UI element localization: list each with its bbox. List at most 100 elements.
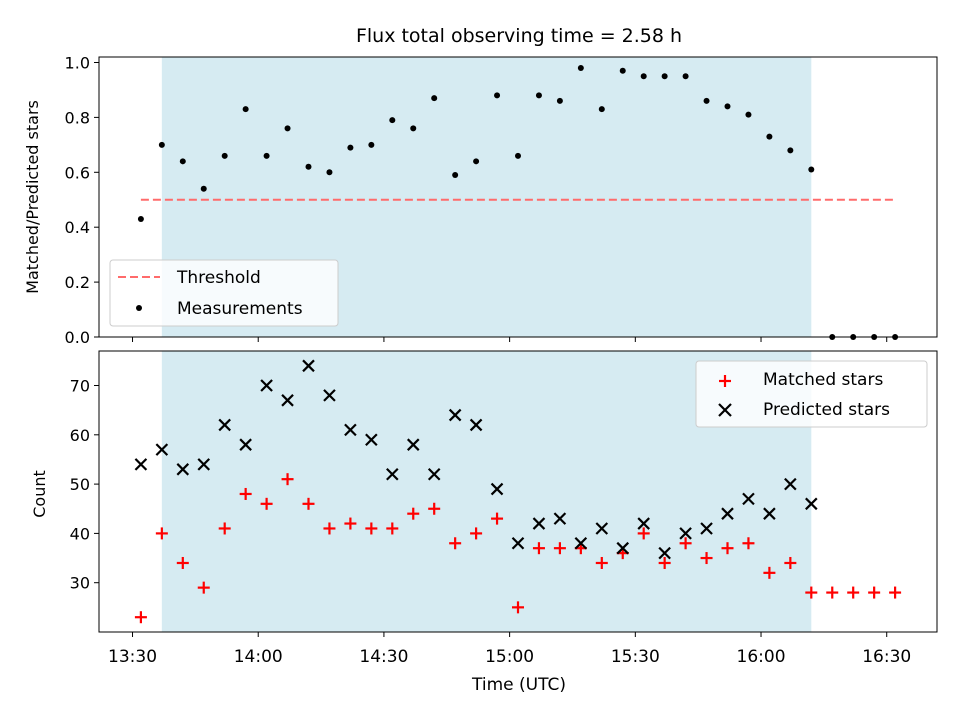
matched-star-point (176, 556, 189, 569)
measurement-point (452, 172, 459, 179)
top-y-tick-label: 0.4 (65, 218, 90, 237)
measurement-point (703, 97, 710, 104)
matched-star-point (155, 527, 168, 540)
top-y-tick-label: 1.0 (65, 53, 90, 72)
matched-star-point (826, 586, 839, 599)
bottom-axes-frame (98, 350, 938, 633)
predicted-star-point (721, 507, 734, 520)
matched-star-point (532, 542, 545, 555)
matched-star-point (449, 537, 462, 550)
measurement-point (515, 152, 521, 159)
predicted-star-point (805, 497, 818, 511)
matched-star-point (281, 473, 294, 486)
predicted-star-point (302, 359, 315, 373)
top-y-tick-label: 0.0 (65, 328, 90, 347)
top-y-axis-label: Matched/Predicted stars (23, 100, 42, 294)
predicted-star-point (386, 467, 399, 481)
x-tick-label: 15:00 (485, 647, 534, 667)
matched-star-point (470, 527, 483, 540)
measurement-point (200, 185, 207, 192)
predicted-star-point (763, 507, 776, 520)
measurement-point (284, 125, 291, 132)
legend-threshold-label: Threshold (176, 268, 261, 288)
measurement-point (745, 111, 752, 118)
matched-star-point (658, 556, 671, 569)
matched-stars-points (134, 473, 902, 624)
legend-predicted-label: Predicted stars (763, 400, 890, 420)
measurement-point (263, 152, 270, 159)
measurement-point (368, 141, 375, 148)
matched-star-point (323, 522, 336, 535)
matched-star-point (595, 556, 608, 569)
x-tick-label: 14:30 (359, 647, 408, 667)
matched-star-point (763, 566, 776, 579)
matched-star-point (553, 542, 566, 555)
predicted-star-point (281, 394, 294, 407)
x-tick-label: 13:30 (108, 647, 157, 667)
predicted-star-point (490, 482, 504, 496)
matched-star-point (847, 586, 860, 599)
predicted-star-point (134, 458, 148, 471)
measurement-point (410, 125, 417, 132)
bottom-legend-box (695, 360, 928, 428)
predicted-star-point (553, 512, 567, 525)
x-axis-label: Time (UTC) (471, 675, 566, 695)
measurement-point (431, 95, 438, 102)
top-panel: 0.0 0.2 0.4 0.6 0.8 1.0 Flux total observing … (23, 25, 938, 347)
measurement-point (242, 106, 249, 113)
predicted-star-point (742, 492, 755, 506)
measurement-point (347, 144, 354, 151)
matched-star-point (721, 542, 734, 555)
measurement-point (158, 141, 165, 148)
matched-star-point (742, 537, 755, 550)
matched-star-point (197, 581, 210, 594)
matched-star-point (868, 586, 881, 599)
measurement-point (473, 158, 480, 165)
top-legend: Threshold Measurements (109, 259, 339, 327)
bottom-panel: 30 40 50 60 70 13:30 14:00 14:30 15:00 15:30 16:00… (30, 350, 938, 695)
matched-star-point (784, 556, 797, 569)
measurement-point (389, 117, 396, 124)
measurement-point (808, 166, 815, 173)
x-tick-label: 14:00 (234, 647, 283, 667)
measurement-point (787, 147, 794, 154)
x-tick-label: 15:30 (611, 647, 660, 667)
measurement-point (682, 73, 689, 80)
x-tick-label: 16:30 (862, 647, 911, 667)
predicted-star-point (239, 438, 252, 451)
matched-star-point (302, 497, 315, 510)
predicted-star-point (448, 408, 462, 422)
top-y-tick-label: 0.2 (65, 273, 90, 292)
legend-predicted-swatch (718, 403, 732, 417)
measurement-point (661, 73, 668, 80)
predicted-star-point (197, 458, 211, 471)
measurement-point (556, 97, 563, 104)
predicted-star-point (637, 517, 650, 530)
bottom-axis-ticks: 30 40 50 60 70 13:30 14:00 14:30 15:00 15:30 16:00… (70, 377, 912, 667)
matched-star-point (805, 586, 818, 599)
predicted-star-point (511, 536, 525, 550)
predicted-star-point (658, 546, 671, 560)
legend-matched-label: Matched stars (763, 370, 883, 390)
top-y-tick-label: 0.8 (65, 108, 90, 127)
matched-star-point (365, 522, 378, 535)
bottom-y-tick-label: 30 (70, 574, 90, 593)
legend-measurements-label: Measurements (177, 299, 303, 319)
measurement-point (640, 73, 647, 80)
measurement-point (305, 163, 312, 170)
predicted-star-point (679, 527, 692, 540)
predicted-star-point (784, 477, 797, 491)
predicted-star-point (365, 433, 378, 447)
matched-star-point (218, 522, 231, 535)
predicted-star-point (323, 389, 336, 402)
matched-star-point (134, 611, 147, 624)
predicted-star-point (155, 443, 169, 456)
predicted-star-point (260, 379, 273, 392)
measurement-point (577, 64, 584, 71)
bottom-y-tick-label: 50 (70, 475, 90, 494)
predicted-star-point (532, 517, 546, 530)
top-axes-frame (98, 56, 938, 338)
measurement-points (137, 64, 899, 340)
predicted-star-point (406, 438, 420, 451)
